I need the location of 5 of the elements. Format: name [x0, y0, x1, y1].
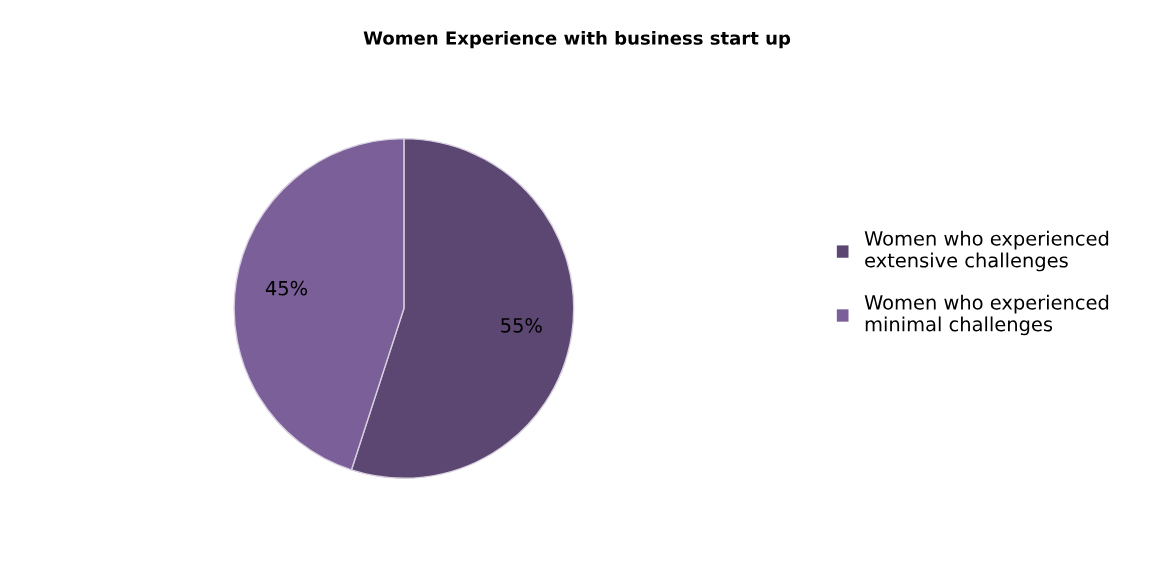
data-label: 45% — [265, 280, 308, 296]
legend-label: Women who experienced minimal challenges — [864, 294, 1109, 336]
chart-title: Women Experience with business start up — [363, 30, 791, 49]
data-label: 55% — [501, 318, 542, 333]
legend-label: Women who experienced extensive challenges — [864, 230, 1109, 272]
